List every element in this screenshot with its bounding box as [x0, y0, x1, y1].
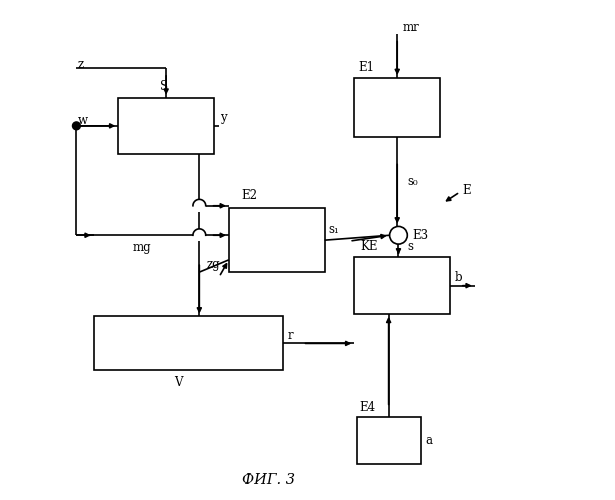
Text: mg: mg [133, 241, 151, 254]
Text: ФИГ. 3: ФИГ. 3 [242, 473, 295, 487]
Text: s: s [407, 240, 413, 253]
Bar [354, 258, 450, 314]
Text: s₀: s₀ [407, 174, 418, 188]
Text: a: a [426, 434, 432, 447]
Bar [354, 78, 440, 137]
Circle shape [73, 122, 81, 130]
Text: z: z [78, 58, 84, 71]
Text: r: r [288, 329, 293, 342]
Text: V: V [175, 376, 183, 389]
Text: S: S [160, 80, 168, 94]
Text: E3: E3 [412, 229, 429, 242]
Text: b: b [455, 272, 462, 284]
Text: KE: KE [360, 240, 378, 253]
Bar [118, 98, 214, 154]
Text: mr: mr [403, 22, 420, 35]
Bar [93, 316, 283, 370]
Text: E4: E4 [359, 401, 375, 414]
Text: E1: E1 [358, 60, 374, 74]
Bar [229, 208, 325, 272]
Text: E: E [462, 184, 471, 196]
Bar [357, 417, 421, 464]
Text: w: w [78, 114, 88, 128]
Text: E2: E2 [241, 190, 257, 202]
Text: s₁: s₁ [328, 223, 339, 236]
Text: y: y [220, 110, 226, 124]
Text: zg: zg [207, 258, 220, 271]
